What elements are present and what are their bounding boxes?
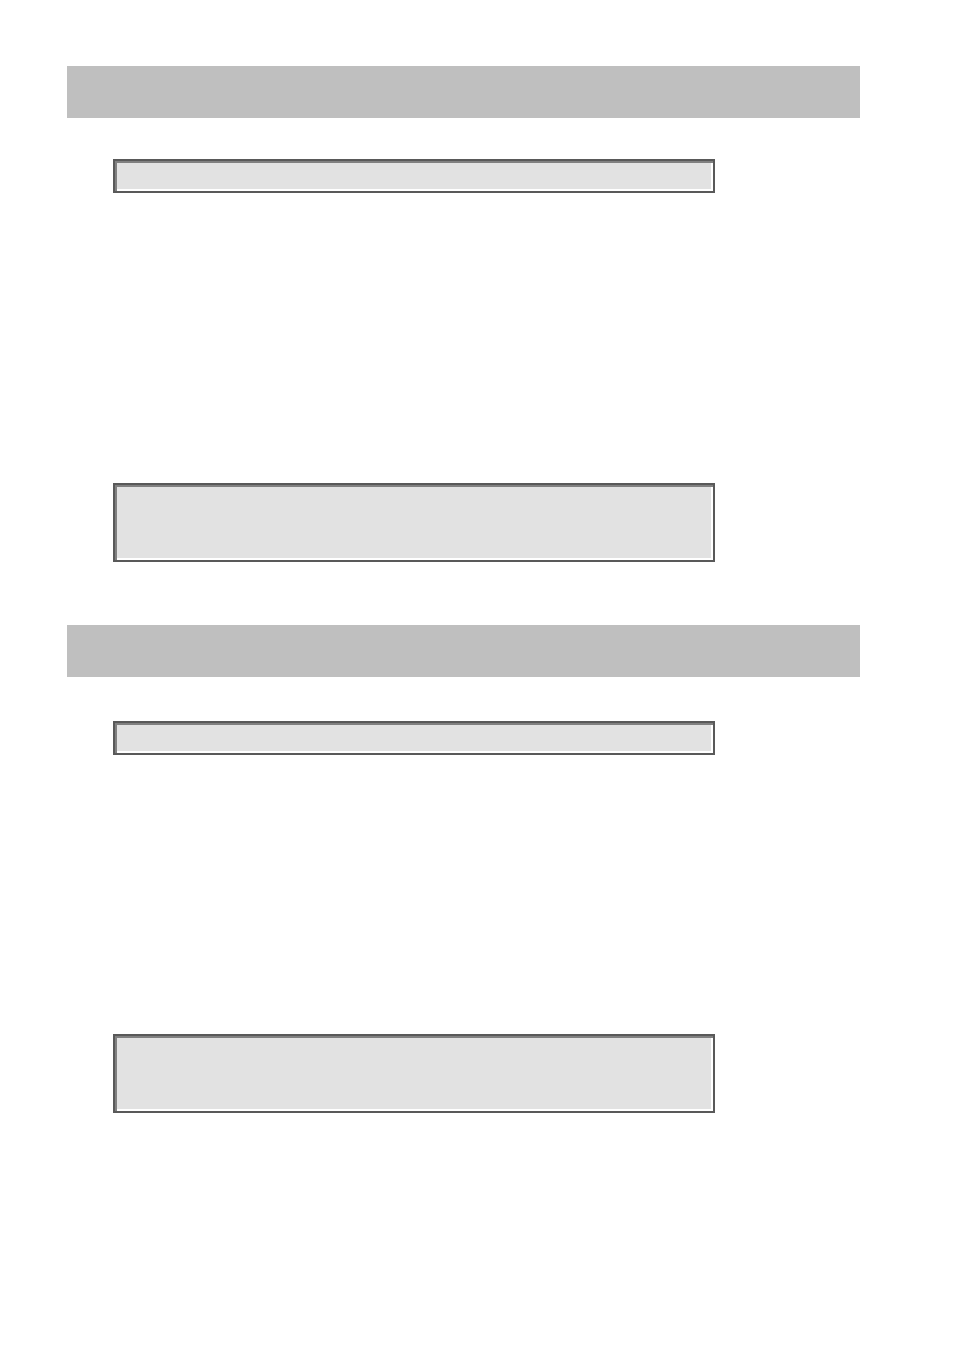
section-header-bar: [67, 625, 860, 677]
inset-panel: [113, 483, 715, 562]
inset-panel: [113, 1034, 715, 1113]
inset-panel: [113, 721, 715, 755]
section-header-bar: [67, 66, 860, 118]
inset-panel: [113, 159, 715, 193]
